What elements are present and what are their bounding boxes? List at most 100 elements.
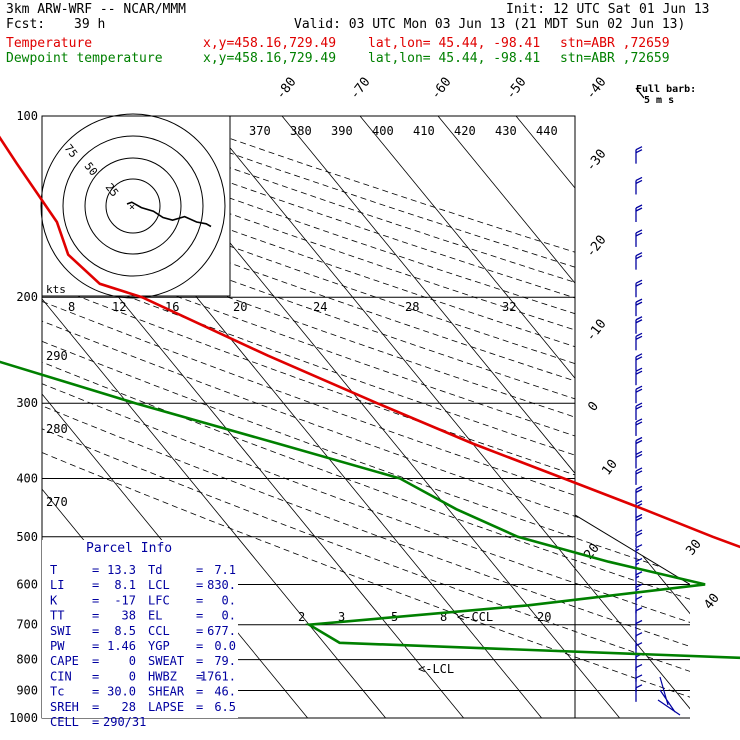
hodograph-ring	[62, 135, 204, 277]
frame-diagonal	[574, 514, 691, 585]
parcel-info-cell-value: 290/31	[103, 715, 146, 729]
parcel-info-key: SWI	[50, 624, 72, 638]
parcel-info-key: CIN	[50, 669, 72, 683]
parcel-info-key: LAPSE	[148, 700, 184, 714]
dry-adiabat	[42, 116, 690, 718]
wind-barb	[635, 146, 643, 164]
parcel-info-equals: =	[92, 654, 99, 668]
parcel-info-equals: =	[196, 593, 203, 607]
wind-barb-flag	[635, 356, 643, 361]
parcel-info-value: 0.0	[214, 639, 236, 653]
parcel-info-key: LFC	[148, 593, 170, 607]
wind-barb-flag	[635, 298, 643, 303]
parcel-info-value: 79.	[214, 654, 236, 668]
pressure-tick-label: 400	[16, 471, 38, 485]
wind-barb-half	[635, 588, 640, 591]
wind-barb-flag	[635, 316, 643, 321]
wind-barb	[635, 176, 643, 195]
hodograph: ×	[40, 113, 231, 299]
parcel-info-value: 0	[129, 669, 136, 683]
wind-barb-flag	[635, 436, 643, 442]
wind-barb	[635, 450, 643, 469]
parcel-info-equals: =	[196, 609, 203, 623]
parcel-info-equals: =	[92, 715, 99, 729]
theta-label: 380	[290, 124, 312, 138]
parcel-info-key: YGP	[148, 639, 170, 653]
parcel-info-bg	[42, 540, 238, 718]
mixing-ratio-label: 28	[405, 300, 419, 314]
parcel-info-equals: =	[92, 593, 99, 607]
wind-barb	[635, 684, 643, 702]
wind-barb-flag	[635, 282, 643, 287]
wind-barb	[635, 332, 643, 351]
isotherm-line	[593, 116, 690, 718]
parcel-info-value: 0.	[222, 609, 236, 623]
wind-barb-surface-cluster	[657, 676, 681, 716]
hodograph-ring	[40, 113, 226, 299]
wind-barb	[635, 367, 643, 386]
parcel-info-value: 46.	[214, 685, 236, 699]
wind-barb-flag	[635, 279, 643, 284]
wind-barb	[635, 402, 643, 421]
temperature-legend: Temperature	[6, 36, 93, 51]
hodograph-ring	[105, 178, 161, 234]
parcel-info-key: SWEAT	[148, 654, 184, 668]
parcel-info-value: 13.3	[107, 563, 136, 577]
dewpoint-latlon: lat,lon= 45.44, -98.41	[368, 51, 541, 66]
parcel-info-value: 1.46	[107, 639, 136, 653]
dry-adiabat	[42, 116, 690, 718]
wind-barb	[635, 316, 643, 334]
parcel-info-equals: =	[92, 578, 99, 592]
theta-label: 390	[331, 124, 353, 138]
wind-barb-flag	[635, 516, 643, 522]
dry-adiabat	[164, 116, 690, 718]
parcel-info-equals: =	[196, 624, 203, 638]
wind-barb-flag	[635, 529, 643, 534]
mixing-ratio-low-label: 2	[298, 610, 305, 624]
isotherm-line	[203, 116, 690, 718]
wind-barb-flag	[635, 179, 643, 185]
pressure-tick-label: 600	[16, 577, 38, 591]
hodograph-units: kts	[46, 283, 66, 296]
wind-barb-flag	[635, 252, 643, 257]
dry-adiabat	[42, 116, 690, 718]
parcel-info-cell-label: CELL	[50, 715, 79, 729]
parcel-info-key: LI	[50, 578, 64, 592]
temperature-tick-label: 30	[683, 537, 704, 559]
parcel-info-key: K	[50, 593, 58, 607]
isotherm-line	[281, 116, 690, 718]
wind-barb-flag	[635, 176, 643, 182]
wind-barb-flag	[635, 207, 643, 212]
theta-low-label: 290	[46, 349, 68, 363]
temperature-xy: x,y=458.16,729.49	[203, 36, 337, 51]
hodograph-speed-label: 50	[82, 160, 100, 178]
temperature-tick-label: -40	[583, 75, 609, 103]
hodograph-speed-label: 25	[103, 181, 121, 199]
wind-barb	[635, 544, 643, 562]
wind-barb-flag	[635, 421, 643, 426]
wind-barb-flag	[635, 388, 643, 393]
parcel-info-value: 677.	[207, 624, 236, 638]
wind-barb-flag	[635, 571, 643, 576]
ccl-annotation: <-CCL	[457, 610, 493, 624]
temperature-tick-label: 10	[599, 457, 620, 479]
parcel-info-value: -17	[114, 593, 136, 607]
parcel-info-equals: =	[196, 654, 203, 668]
parcel-info-key: Td	[148, 563, 162, 577]
wind-barb-flag	[635, 301, 643, 306]
wind-barb-flag	[635, 674, 643, 679]
wind-barb-flag	[635, 595, 643, 600]
dry-adiabat	[42, 116, 690, 718]
wind-barb	[635, 385, 643, 404]
pressure-tick-label: 300	[16, 396, 38, 410]
wind-barb-flag	[635, 453, 643, 459]
forecast-hour: 39 h	[74, 17, 106, 32]
isotherm-line	[671, 116, 690, 718]
wind-barb-flag	[635, 255, 643, 260]
parcel-info-value: 28	[122, 700, 136, 714]
wind-barb-flag	[635, 485, 643, 490]
temperature-tick-label: 0	[585, 399, 602, 414]
parcel-info-key: PW	[50, 639, 65, 653]
pressure-tick-label: 1000	[9, 711, 38, 725]
parcel-info-value: 1761.	[200, 669, 236, 683]
